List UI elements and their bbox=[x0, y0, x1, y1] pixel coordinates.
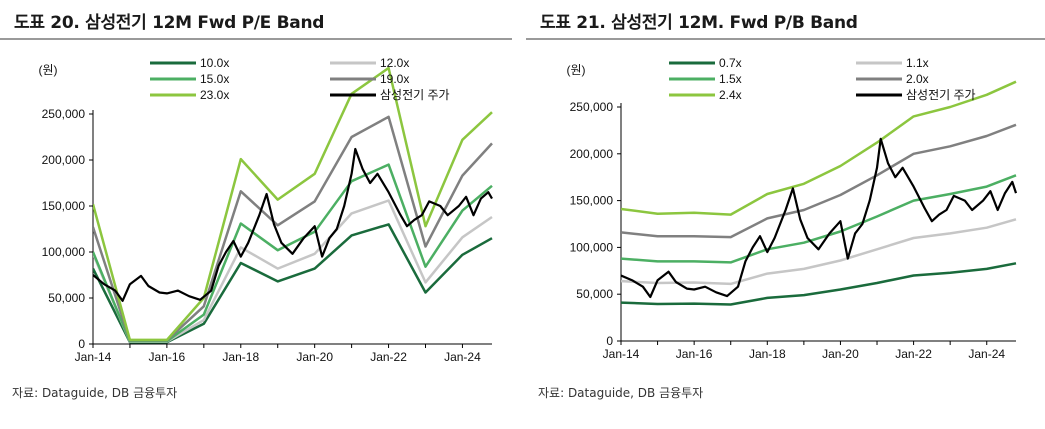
series-group bbox=[621, 80, 1018, 306]
series-line-2.0x bbox=[621, 123, 1017, 239]
series-line- bbox=[93, 147, 493, 302]
x-tick-label: Jan-14 bbox=[75, 350, 112, 364]
series-line-1.5x bbox=[621, 174, 1017, 264]
x-tick-label: Jan-20 bbox=[822, 347, 859, 361]
source-note: 자료: Dataguide, DB 금융투자 bbox=[12, 386, 178, 400]
x-tick-label: Jan-20 bbox=[296, 350, 333, 364]
x-tick-label: Jan-14 bbox=[603, 347, 640, 361]
legend-label: 0.7x bbox=[719, 56, 742, 70]
y-tick-label: 100,000 bbox=[42, 245, 86, 259]
y-tick-label: 0 bbox=[606, 334, 613, 348]
legend-label: 1.1x bbox=[906, 56, 929, 70]
y-tick-label: 50,000 bbox=[576, 287, 613, 301]
y-axis-unit-label: (원) bbox=[566, 63, 585, 77]
legend-label: 2.0x bbox=[906, 72, 929, 86]
legend-label: 19.0x bbox=[380, 72, 409, 86]
x-tick-label: Jan-24 bbox=[968, 347, 1005, 361]
chart-panel-pe: 도표 20. 삼성전기 12M Fwd P/E Band (원) 0 50,000 1… bbox=[0, 0, 512, 429]
series-line-2.4x bbox=[621, 80, 1017, 216]
x-tick-label: Jan-22 bbox=[370, 350, 407, 364]
y-tick-label: 150,000 bbox=[570, 194, 614, 208]
x-tick-label: Jan-22 bbox=[895, 347, 932, 361]
legend-label: 삼성전기 주가 bbox=[380, 88, 450, 102]
x-tick-label: Jan-24 bbox=[444, 350, 481, 364]
series-line-19.0x bbox=[93, 115, 493, 342]
pe-band-chart: (원) 0 50,000 100,000 150,000 200,000 250,000 Ja… bbox=[38, 56, 493, 364]
y-tick-label: 0 bbox=[78, 337, 85, 351]
series-line-12.0x bbox=[93, 199, 493, 343]
legend-label: 15.0x bbox=[200, 72, 229, 86]
y-tick-label: 100,000 bbox=[570, 240, 614, 254]
x-tick-label: Jan-18 bbox=[749, 347, 786, 361]
legend-label: 23.0x bbox=[200, 88, 229, 102]
series-line-0.7x bbox=[621, 262, 1017, 306]
chart-title: 도표 21. 삼성전기 12M. Fwd P/B Band bbox=[540, 13, 858, 33]
x-tick-label: Jan-18 bbox=[222, 350, 259, 364]
y-tick-label: 250,000 bbox=[42, 107, 86, 121]
title-divider bbox=[0, 38, 512, 40]
legend-label: 2.4x bbox=[719, 88, 742, 102]
legend-label: 1.5x bbox=[719, 72, 742, 86]
chart-title: 도표 20. 삼성전기 12M Fwd P/E Band bbox=[14, 13, 325, 33]
series-group bbox=[93, 66, 493, 344]
y-tick-label: 250,000 bbox=[570, 100, 614, 114]
y-axis-unit-label: (원) bbox=[38, 63, 57, 77]
series-line-23.0x bbox=[93, 66, 493, 342]
chart-panel-pb: 도표 21. 삼성전기 12M. Fwd P/B Band (원) 0 50,000… bbox=[526, 0, 1045, 429]
legend-label: 삼성전기 주가 bbox=[906, 88, 976, 102]
series-line- bbox=[621, 137, 1018, 299]
y-tick-label: 50,000 bbox=[48, 291, 85, 305]
x-tick-label: Jan-16 bbox=[676, 347, 713, 361]
y-tick-label: 150,000 bbox=[42, 199, 86, 213]
title-divider bbox=[526, 38, 1045, 40]
x-tick-label: Jan-16 bbox=[149, 350, 186, 364]
pb-band-chart: (원) 0 50,000 100,000 150,000 200,000 250,000 Ja… bbox=[566, 56, 1018, 361]
series-line-1.1x bbox=[621, 218, 1017, 286]
y-tick-label: 200,000 bbox=[570, 147, 614, 161]
legend-label: 10.0x bbox=[200, 56, 229, 70]
source-note: 자료: Dataguide, DB 금융투자 bbox=[538, 386, 704, 400]
y-tick-label: 200,000 bbox=[42, 153, 86, 167]
legend-label: 12.0x bbox=[380, 56, 409, 70]
